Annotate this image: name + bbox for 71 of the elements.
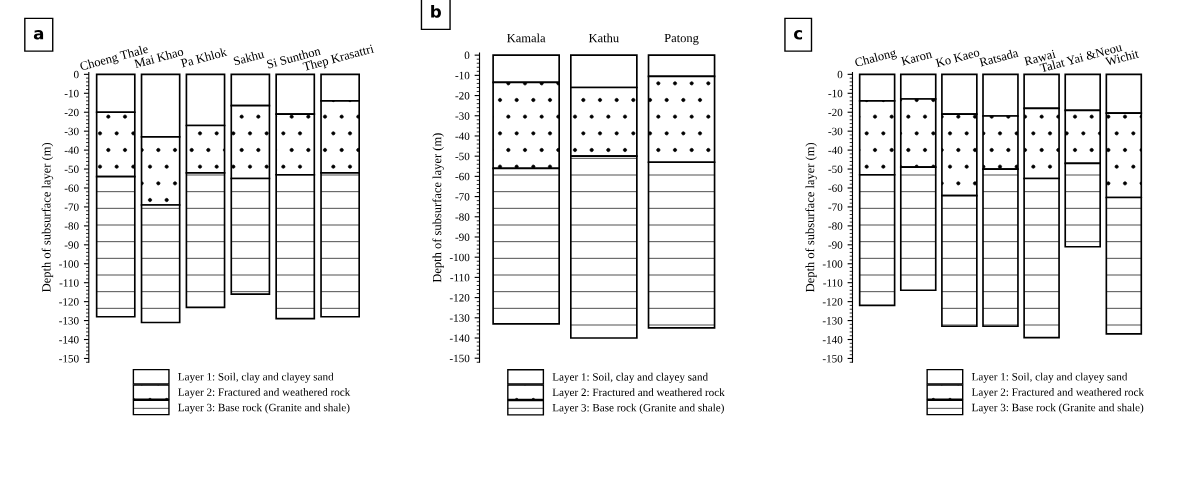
y-tick-label: -130 bbox=[822, 317, 843, 325]
legend-label: Layer 2: Fractured and weathered rock bbox=[971, 388, 1145, 399]
x-tick-label: Patong bbox=[664, 33, 699, 45]
y-tick-label: -50 bbox=[455, 152, 470, 161]
y-tick-label: -70 bbox=[455, 193, 470, 201]
y-tick-label: -40 bbox=[455, 132, 470, 140]
y-tick-label: -30 bbox=[64, 127, 79, 136]
y-tick-label: -100 bbox=[822, 260, 843, 268]
y-tick-label: -20 bbox=[455, 92, 470, 100]
y-tick-label: -90 bbox=[64, 241, 79, 249]
y-tick-label: -90 bbox=[455, 233, 470, 241]
legend-label: Layer 2: Fractured and weathered rock bbox=[552, 388, 725, 399]
y-tick-label: 0 bbox=[464, 51, 470, 60]
y-tick-label: -60 bbox=[828, 184, 843, 192]
legend-label: Layer 3: Base rock (Granite and shale) bbox=[552, 403, 724, 414]
y-tick-label: -150 bbox=[822, 354, 843, 363]
x-tick-label: Chalong bbox=[854, 47, 898, 70]
x-tick-label: Sakhu bbox=[233, 49, 265, 66]
y-tick-label: -150 bbox=[449, 354, 470, 363]
y-tick-label: 0 bbox=[73, 70, 79, 79]
legend-label: Layer 1: Soil, clay and clayey sand bbox=[552, 372, 708, 383]
x-tick-label: Karon bbox=[900, 49, 933, 66]
y-tick-label: -110 bbox=[59, 279, 79, 287]
x-tick-label: Kathu bbox=[588, 33, 619, 43]
y-tick-label: -100 bbox=[449, 253, 470, 262]
x-tick-label: Ko Kaeo bbox=[935, 47, 980, 68]
legend-label: Layer 3: Base rock (Granite and shale) bbox=[971, 403, 1144, 414]
y-tick-label: -20 bbox=[828, 108, 843, 117]
y-tick-label: -50 bbox=[64, 165, 79, 174]
legend-label: Layer 1: Soil, clay and clayey sand bbox=[971, 372, 1128, 383]
y-tick-label: -100 bbox=[59, 260, 79, 268]
y-tick-label: -80 bbox=[455, 213, 470, 221]
y-tick-label: -130 bbox=[59, 317, 79, 325]
y-tick-label: -30 bbox=[828, 127, 843, 136]
y-tick-label: -110 bbox=[823, 279, 843, 287]
y-tick-label: -60 bbox=[455, 172, 470, 181]
y-tick-label: -10 bbox=[64, 89, 79, 98]
y-tick-label: -120 bbox=[822, 298, 843, 306]
y-tick-label: -60 bbox=[64, 184, 79, 192]
y-tick-label: -150 bbox=[59, 354, 79, 363]
legend-label: Layer 3: Base rock (Granite and shale) bbox=[178, 403, 350, 414]
y-tick-label: -70 bbox=[828, 203, 843, 211]
y-tick-label: -80 bbox=[828, 222, 843, 230]
x-tick-label: Ratsada bbox=[978, 48, 1019, 67]
chart-title: c bbox=[794, 30, 803, 40]
y-axis-title: Depth of subsurface layer (m) bbox=[432, 133, 444, 283]
y-tick-label: -140 bbox=[822, 335, 843, 344]
x-tick-label: Kamala bbox=[507, 33, 546, 43]
chart-title: a bbox=[33, 30, 44, 40]
legend-label: Layer 2: Fractured and weathered rock bbox=[178, 388, 351, 399]
y-tick-label: -140 bbox=[449, 334, 470, 342]
y-axis-title: Depth of subsurface layer (m) bbox=[41, 142, 54, 292]
y-tick-label: -110 bbox=[450, 273, 470, 282]
y-tick-label: 0 bbox=[837, 70, 843, 79]
legend-label: Layer 1: Soil, clay and clayey sand bbox=[178, 372, 334, 383]
y-tick-label: -120 bbox=[449, 294, 470, 302]
y-tick-label: -90 bbox=[828, 241, 843, 249]
y-tick-label: -120 bbox=[59, 298, 79, 306]
y-tick-label: -50 bbox=[828, 165, 843, 174]
y-tick-label: -140 bbox=[59, 335, 79, 344]
chart-title: b bbox=[431, 4, 441, 18]
y-tick-label: -40 bbox=[64, 146, 79, 155]
y-tick-label: -10 bbox=[828, 89, 843, 98]
y-tick-label: -20 bbox=[64, 108, 79, 117]
y-tick-label: -130 bbox=[449, 314, 470, 322]
y-tick-label: -80 bbox=[64, 222, 79, 230]
y-tick-label: -70 bbox=[64, 203, 79, 211]
y-tick-label: -10 bbox=[455, 71, 470, 80]
y-tick-label: -40 bbox=[828, 146, 843, 155]
y-tick-label: -30 bbox=[455, 112, 470, 120]
y-axis-title: Depth of subsurface layer (m) bbox=[805, 142, 817, 292]
